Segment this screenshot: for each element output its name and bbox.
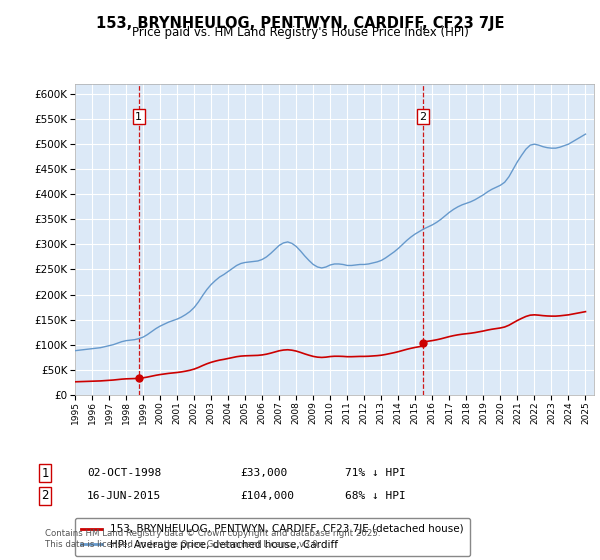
Text: 153, BRYNHEULOG, PENTWYN, CARDIFF, CF23 7JE: 153, BRYNHEULOG, PENTWYN, CARDIFF, CF23 … [96,16,504,31]
Legend: 153, BRYNHEULOG, PENTWYN, CARDIFF, CF23 7JE (detached house), HPI: Average price: 153, BRYNHEULOG, PENTWYN, CARDIFF, CF23 … [75,518,470,556]
Text: £33,000: £33,000 [240,468,287,478]
Text: 71% ↓ HPI: 71% ↓ HPI [345,468,406,478]
Text: Price paid vs. HM Land Registry's House Price Index (HPI): Price paid vs. HM Land Registry's House … [131,26,469,39]
Text: 16-JUN-2015: 16-JUN-2015 [87,491,161,501]
Text: 2: 2 [41,489,49,502]
Text: 02-OCT-1998: 02-OCT-1998 [87,468,161,478]
Text: 2: 2 [419,111,427,122]
Text: 68% ↓ HPI: 68% ↓ HPI [345,491,406,501]
Text: Contains HM Land Registry data © Crown copyright and database right 2025.
This d: Contains HM Land Registry data © Crown c… [45,529,380,549]
Text: £104,000: £104,000 [240,491,294,501]
Text: 1: 1 [136,111,142,122]
Text: 1: 1 [41,466,49,480]
